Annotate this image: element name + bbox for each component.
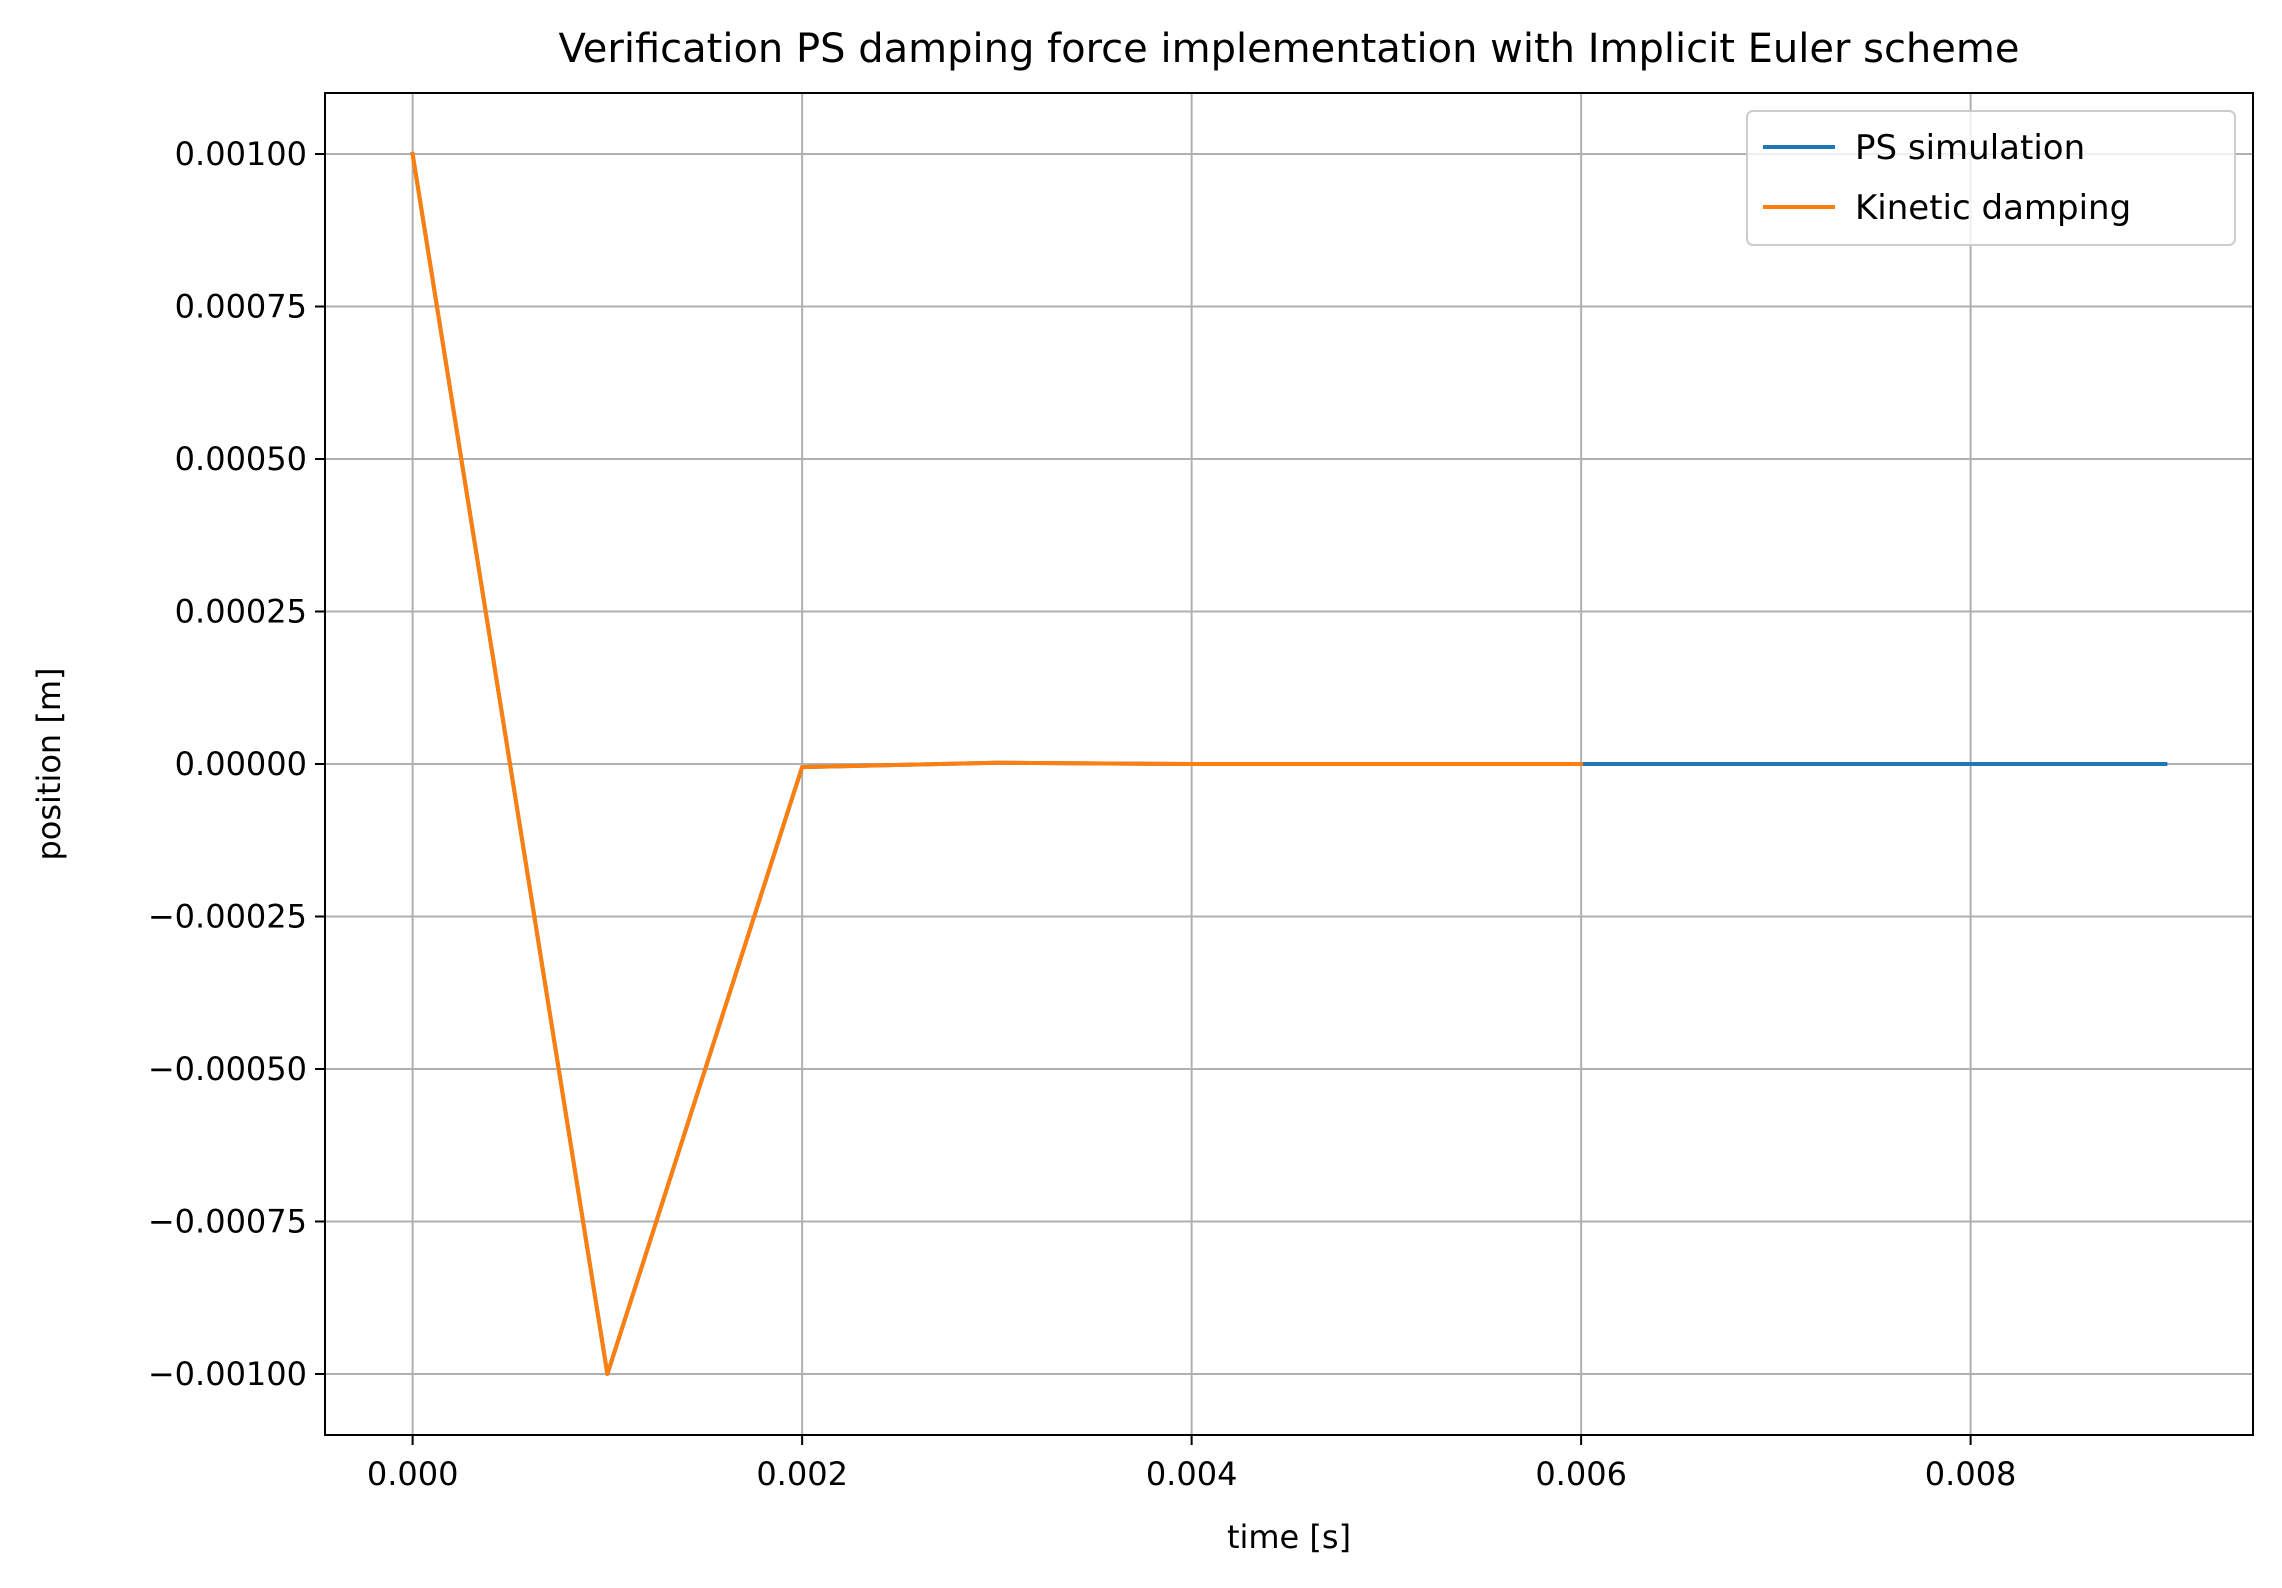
- x-axis-label: time [s]: [1227, 1518, 1351, 1556]
- y-tick-label: −0.00075: [148, 1203, 307, 1241]
- series-lines: [410, 151, 2168, 1376]
- legend-box: [1746, 110, 2236, 246]
- x-axis-ticks: 0.000 0.002 0.004 0.006 0.008: [367, 1435, 2017, 1493]
- x-tick-label: 0.002: [756, 1455, 848, 1493]
- x-tick-label: 0.004: [1146, 1455, 1238, 1493]
- y-tick-label: −0.00025: [148, 898, 307, 936]
- legend: PS simulation Kinetic damping: [1746, 110, 2236, 246]
- legend-label-1: Kinetic damping: [1855, 188, 2131, 228]
- x-tick-label: 0.006: [1535, 1455, 1627, 1493]
- legend-label-0: PS simulation: [1855, 128, 2085, 168]
- series-line-1: [410, 151, 1584, 1376]
- y-tick-label: −0.00050: [148, 1050, 307, 1088]
- y-tick-label: 0.00050: [175, 440, 307, 478]
- x-tick-label: 0.008: [1925, 1455, 2017, 1493]
- y-axis-ticks: 0.00100 0.00075 0.00050 0.00025 0.00000 −0.00…: [148, 135, 325, 1393]
- x-tick-label: 0.000: [367, 1455, 459, 1493]
- y-tick-label: 0.00025: [175, 593, 307, 631]
- y-tick-label: −0.00100: [148, 1355, 307, 1393]
- chart-title: Verification PS damping force implementa…: [559, 26, 2020, 72]
- y-tick-label: 0.00075: [175, 288, 307, 326]
- y-axis-label: position [m]: [30, 667, 68, 860]
- y-tick-label: 0.00000: [175, 745, 307, 783]
- y-tick-label: 0.00100: [175, 135, 307, 173]
